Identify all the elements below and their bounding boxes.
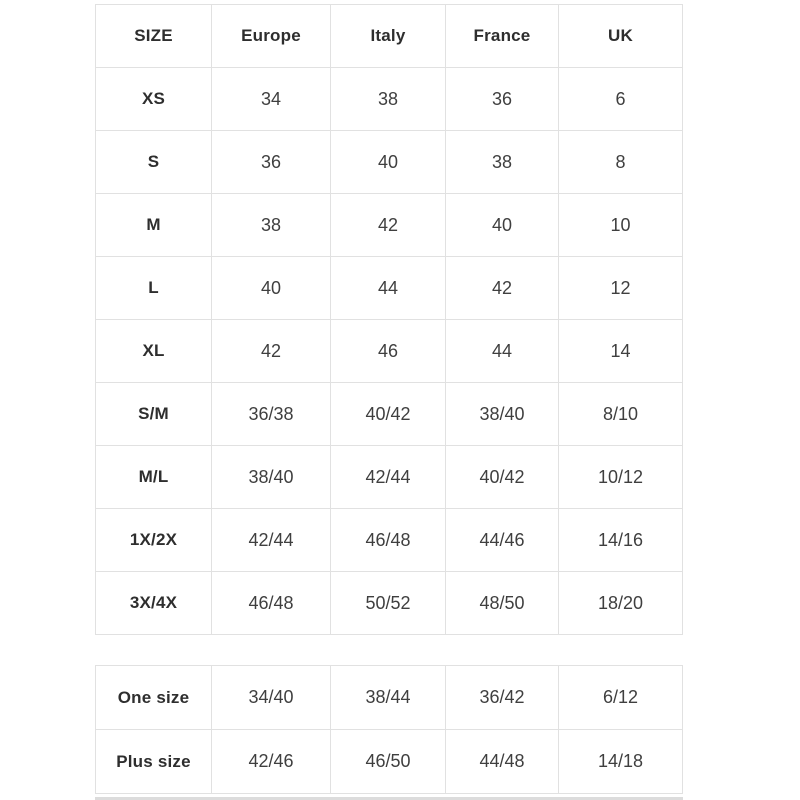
uk-value-cell: 14/18 — [558, 729, 683, 794]
europe-value-cell: 46/48 — [211, 571, 331, 635]
france-value-cell: 36 — [445, 67, 559, 131]
table-row-ml: M/L 38/40 42/44 40/42 10/12 — [95, 445, 683, 509]
france-value-cell: 38/40 — [445, 382, 559, 446]
table-row-s: S 36 40 38 8 — [95, 130, 683, 194]
europe-value-cell: 38 — [211, 193, 331, 257]
table-row-l: L 40 44 42 12 — [95, 256, 683, 320]
italy-value-cell: 40 — [330, 130, 446, 194]
europe-value-cell: 38/40 — [211, 445, 331, 509]
uk-value-cell: 6/12 — [558, 665, 683, 730]
uk-value-cell: 10 — [558, 193, 683, 257]
size-label-cell: L — [95, 256, 212, 320]
europe-value-cell: 36 — [211, 130, 331, 194]
size-label-cell: M — [95, 193, 212, 257]
table-row-m: M 38 42 40 10 — [95, 193, 683, 257]
italy-value-cell: 46 — [330, 319, 446, 383]
uk-value-cell: 10/12 — [558, 445, 683, 509]
column-header-uk: UK — [558, 4, 683, 68]
size-label-cell: 3X/4X — [95, 571, 212, 635]
uk-value-cell: 14/16 — [558, 508, 683, 572]
france-value-cell: 36/42 — [445, 665, 559, 730]
table-row-3x4x: 3X/4X 46/48 50/52 48/50 18/20 — [95, 571, 683, 635]
italy-value-cell: 50/52 — [330, 571, 446, 635]
italy-value-cell: 42 — [330, 193, 446, 257]
italy-value-cell: 38/44 — [330, 665, 446, 730]
europe-value-cell: 42 — [211, 319, 331, 383]
uk-value-cell: 14 — [558, 319, 683, 383]
size-conversion-table: SIZE Europe Italy France UK XS 34 38 36 … — [95, 4, 683, 635]
france-value-cell: 40 — [445, 193, 559, 257]
europe-value-cell: 40 — [211, 256, 331, 320]
column-header-france: France — [445, 4, 559, 68]
table-header-row: SIZE Europe Italy France UK — [95, 4, 683, 68]
italy-value-cell: 38 — [330, 67, 446, 131]
france-value-cell: 40/42 — [445, 445, 559, 509]
one-size-plus-size-table: One size 34/40 38/44 36/42 6/12 Plus siz… — [95, 665, 683, 794]
column-header-size: SIZE — [95, 4, 212, 68]
table-row-xl: XL 42 46 44 14 — [95, 319, 683, 383]
size-label-cell: One size — [95, 665, 212, 730]
size-label-cell: Plus size — [95, 729, 212, 794]
italy-value-cell: 46/48 — [330, 508, 446, 572]
table-row-xs: XS 34 38 36 6 — [95, 67, 683, 131]
europe-value-cell: 34/40 — [211, 665, 331, 730]
europe-value-cell: 42/46 — [211, 729, 331, 794]
france-value-cell: 44/48 — [445, 729, 559, 794]
italy-value-cell: 46/50 — [330, 729, 446, 794]
size-label-cell: XS — [95, 67, 212, 131]
table-row-sm: S/M 36/38 40/42 38/40 8/10 — [95, 382, 683, 446]
france-value-cell: 42 — [445, 256, 559, 320]
table-row-1x2x: 1X/2X 42/44 46/48 44/46 14/16 — [95, 508, 683, 572]
cutoff-element-top-border — [95, 797, 683, 800]
table-row-plus-size: Plus size 42/46 46/50 44/48 14/18 — [95, 729, 683, 794]
size-label-cell: M/L — [95, 445, 212, 509]
uk-value-cell: 12 — [558, 256, 683, 320]
uk-value-cell: 8/10 — [558, 382, 683, 446]
uk-value-cell: 8 — [558, 130, 683, 194]
table-row-one-size: One size 34/40 38/44 36/42 6/12 — [95, 665, 683, 730]
uk-value-cell: 6 — [558, 67, 683, 131]
uk-value-cell: 18/20 — [558, 571, 683, 635]
france-value-cell: 44/46 — [445, 508, 559, 572]
france-value-cell: 48/50 — [445, 571, 559, 635]
europe-value-cell: 36/38 — [211, 382, 331, 446]
column-header-italy: Italy — [330, 4, 446, 68]
italy-value-cell: 44 — [330, 256, 446, 320]
size-label-cell: 1X/2X — [95, 508, 212, 572]
europe-value-cell: 34 — [211, 67, 331, 131]
europe-value-cell: 42/44 — [211, 508, 331, 572]
italy-value-cell: 40/42 — [330, 382, 446, 446]
france-value-cell: 38 — [445, 130, 559, 194]
italy-value-cell: 42/44 — [330, 445, 446, 509]
size-label-cell: S — [95, 130, 212, 194]
size-label-cell: S/M — [95, 382, 212, 446]
column-header-europe: Europe — [211, 4, 331, 68]
france-value-cell: 44 — [445, 319, 559, 383]
size-label-cell: XL — [95, 319, 212, 383]
